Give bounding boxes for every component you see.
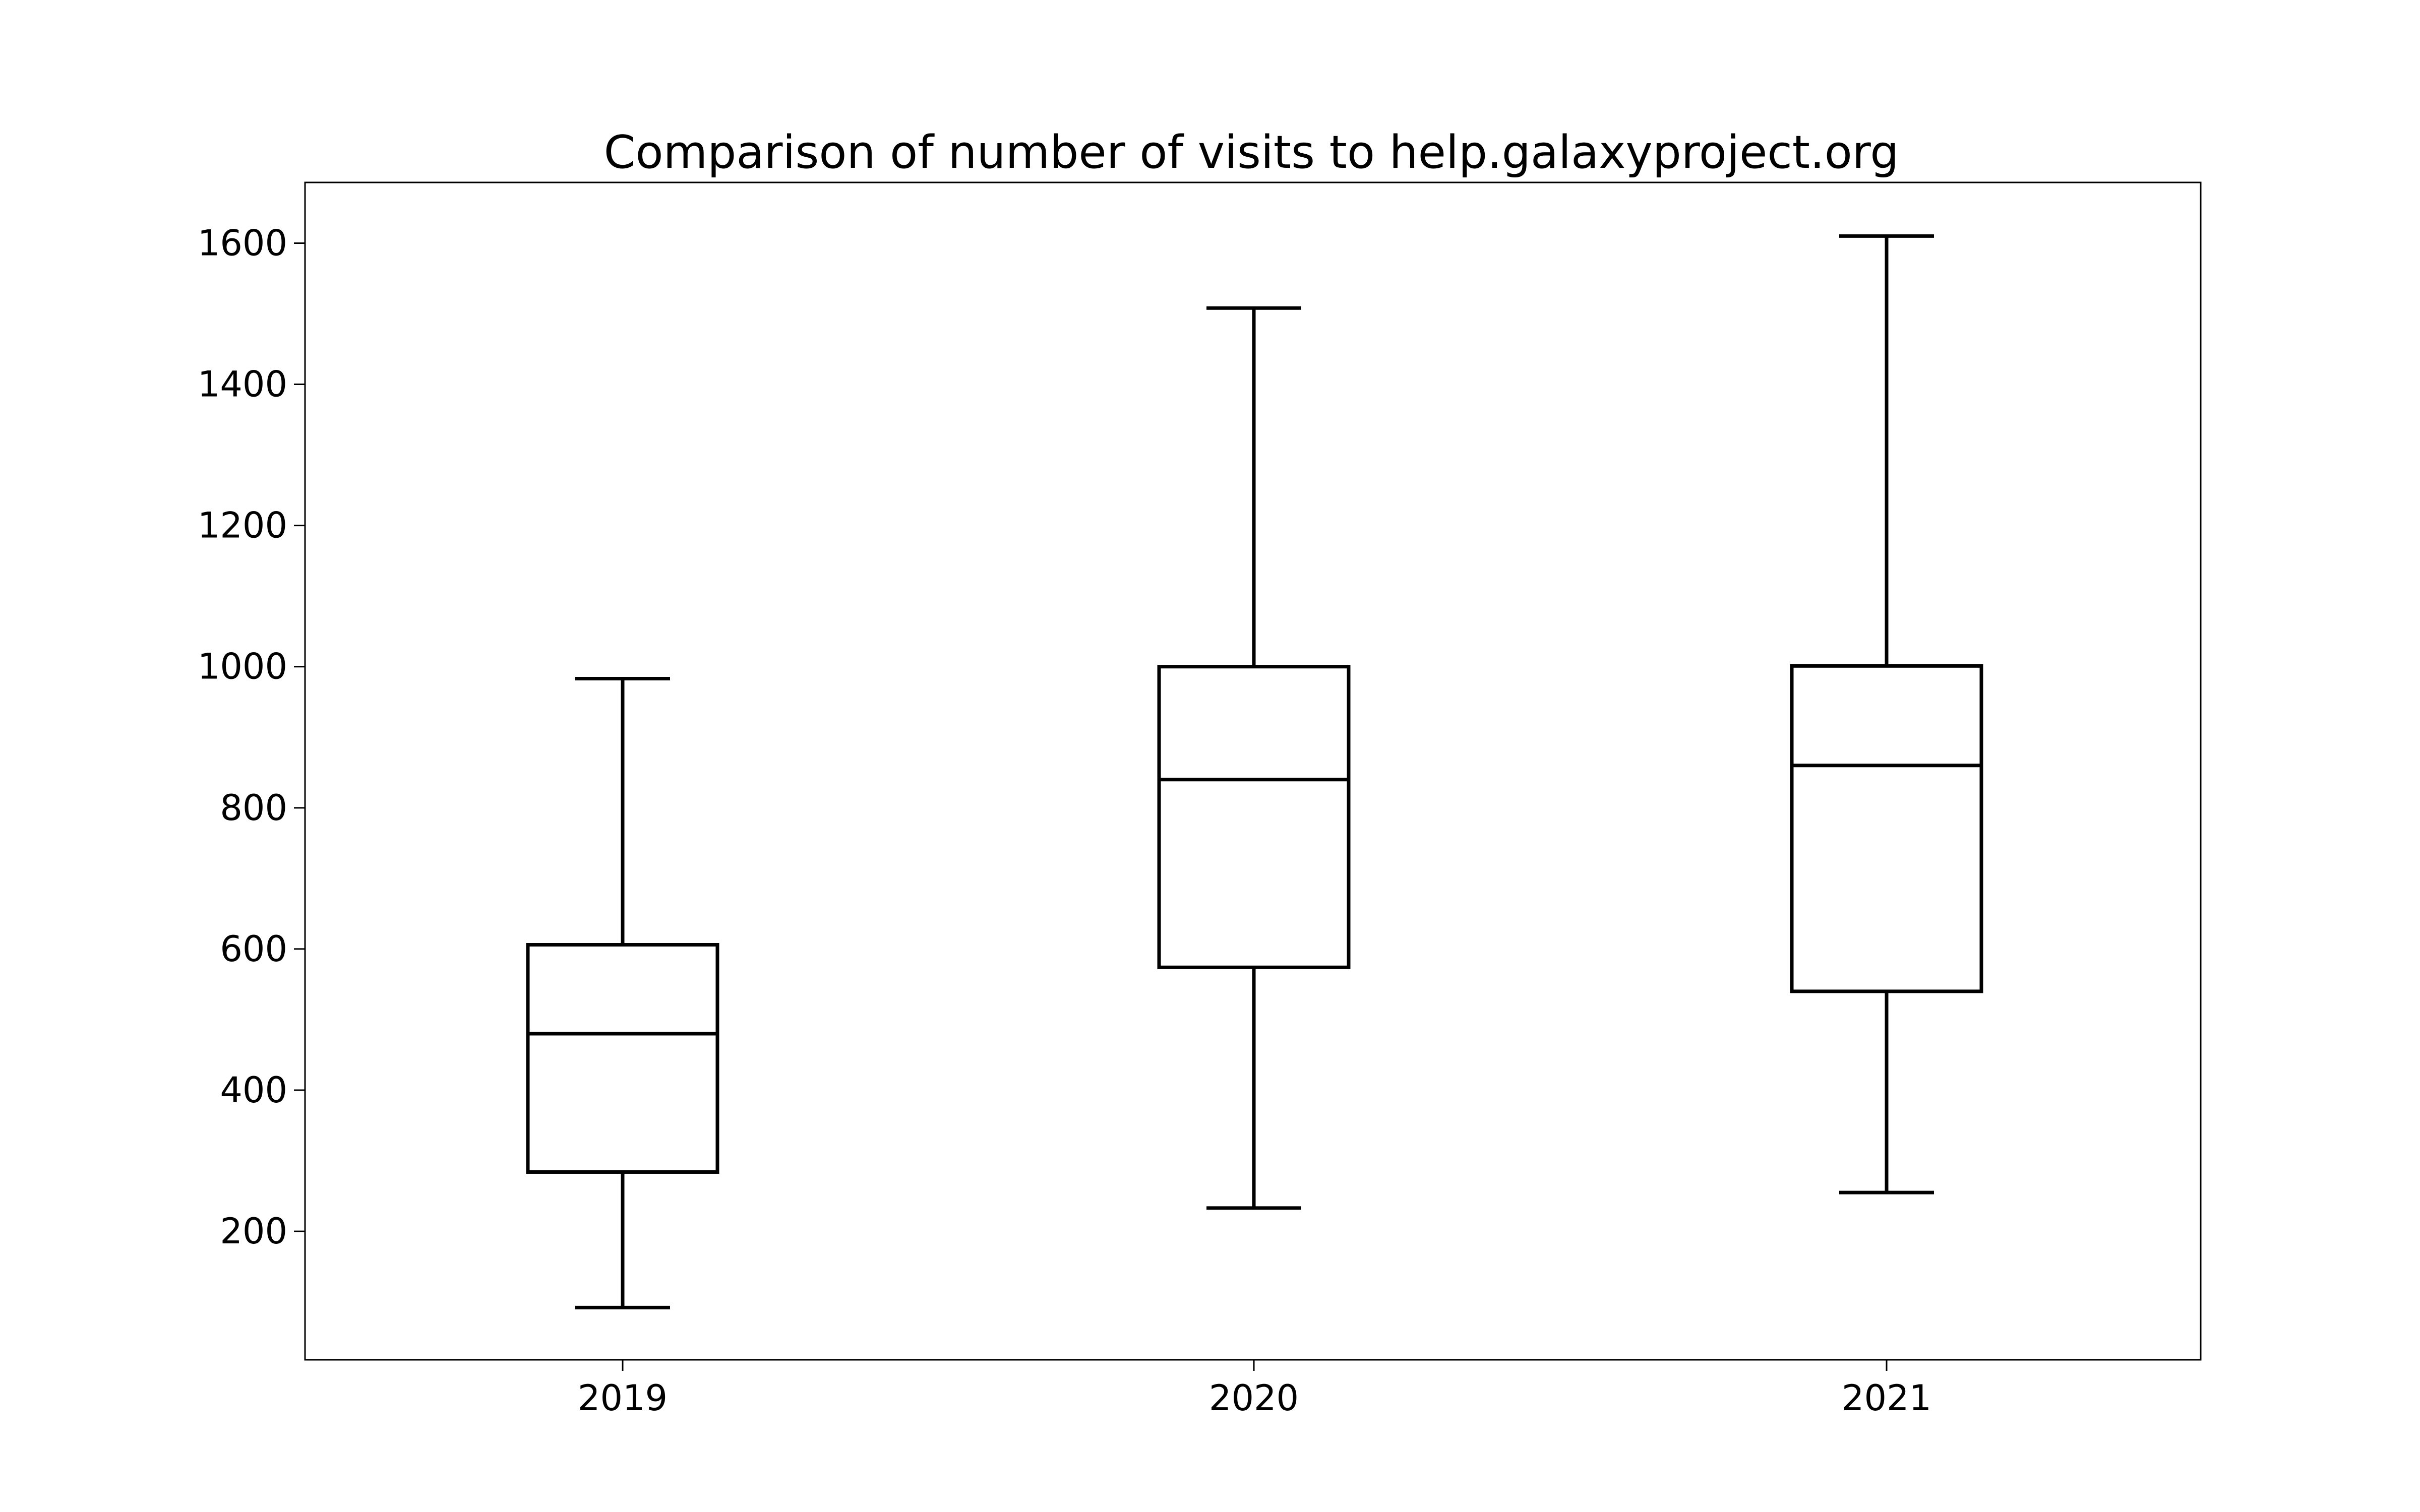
- y-tick-label: 1600: [198, 222, 287, 264]
- iqr-box: [1157, 665, 1351, 969]
- x-tick-label: 2019: [578, 1377, 668, 1419]
- box-2020: [1157, 306, 1351, 1210]
- y-tick-label: 600: [220, 928, 287, 970]
- y-tick-label: 800: [220, 787, 287, 829]
- plot-area-frame: [304, 181, 2202, 1361]
- iqr-box: [1790, 664, 1983, 993]
- iqr-box: [526, 943, 719, 1174]
- x-tick-label: 2021: [1842, 1377, 1931, 1419]
- x-axis: 2019 2020 2021: [578, 1360, 1931, 1419]
- box-series: [526, 234, 1983, 1309]
- box-2021: [1790, 234, 1983, 1194]
- y-tick-label: 1400: [198, 364, 287, 405]
- y-axis: 200 400 600 800 1000 1200 1400 1600: [198, 222, 305, 1252]
- x-tick-label: 2020: [1209, 1377, 1299, 1419]
- box-2019: [526, 677, 719, 1309]
- y-tick-label: 1000: [198, 646, 287, 687]
- y-tick-label: 1200: [198, 505, 287, 546]
- chart-title: Comparison of number of visits to help.g…: [604, 126, 1899, 179]
- y-tick-label: 200: [220, 1211, 287, 1252]
- y-tick-label: 400: [220, 1069, 287, 1111]
